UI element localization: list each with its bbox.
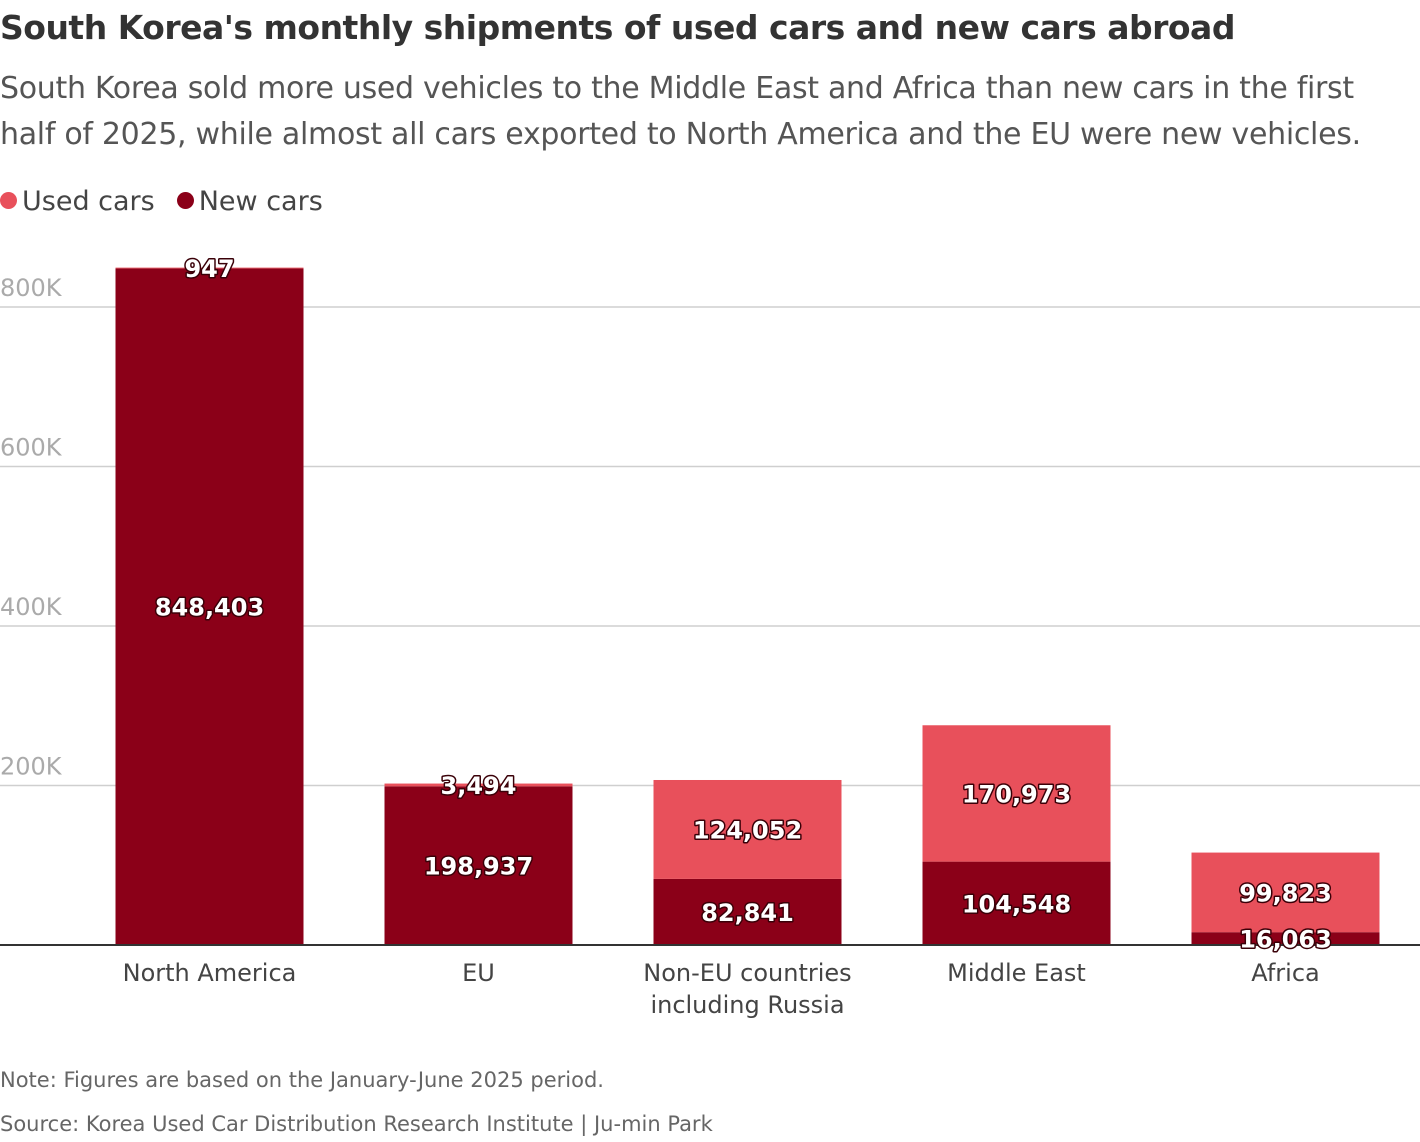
y-tick-label: 200K [0,752,63,780]
y-tick-label: 600K [0,433,63,461]
chart-title: South Korea's monthly shipments of used … [0,8,1235,47]
source: Source: Korea Used Car Distribution Rese… [0,1112,713,1136]
legend-swatch [176,192,194,209]
bar-segment [115,268,304,945]
legend-swatch [0,192,17,209]
value-label: 99,823 [1239,879,1332,907]
x-tick-label: EU [462,959,495,987]
value-label: 947 [184,255,234,283]
bar-segment [922,861,1111,945]
chart: 200K 400K 600K 800K 848,403 947 198,937 3,494 82… [0,253,1420,955]
x-tick-label: Africa [1251,959,1320,987]
value-label: 124,052 [693,816,802,844]
bar-segment [653,779,842,879]
bar-segment [1191,852,1380,933]
legend-label: Used cars [22,186,155,217]
value-label: 3,494 [441,772,517,800]
bar-segment [653,878,842,945]
legend-item: New cars [176,186,323,217]
value-label: 82,841 [701,899,794,927]
legend-item: Used cars [0,186,155,217]
y-tick-label: 400K [0,593,63,621]
bar-segment [384,786,573,945]
y-tick-label: 800K [0,274,63,302]
bar-segment [384,783,573,787]
x-tick-label: Middle East [947,959,1086,987]
chart-subtitle: South Korea sold more used vehicles to t… [0,71,1361,152]
value-label: 170,973 [962,780,1071,808]
legend: Used cars New cars [0,186,345,217]
note: Note: Figures are based on the January-J… [0,1068,604,1092]
bar-segment [1191,932,1380,945]
bar-segment [922,725,1111,862]
legend-label: New cars [198,186,323,217]
bar-segment [115,267,304,269]
x-tick-label: Non-EU countries including Russia [643,959,852,1019]
value-label: 16,063 [1239,926,1332,954]
value-label: 198,937 [424,853,533,881]
x-tick-label: North America [122,959,297,987]
value-label: 104,548 [962,890,1071,918]
value-label: 848,403 [155,594,264,622]
